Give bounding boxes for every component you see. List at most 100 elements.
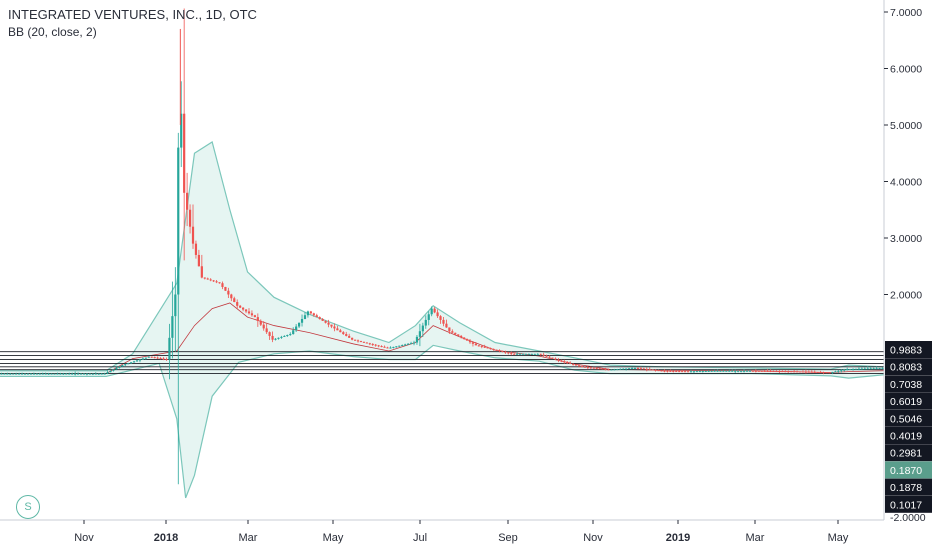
- x-tick-label: Nov: [583, 532, 603, 544]
- candle-body: [810, 371, 813, 373]
- candle-body: [239, 305, 242, 308]
- candle-body: [82, 373, 86, 375]
- candle-body: [309, 311, 312, 314]
- price-label: 0.9883: [890, 345, 922, 357]
- candle-body: [71, 373, 74, 375]
- candle-body: [713, 370, 716, 372]
- candle-body: [781, 371, 784, 373]
- candle-body: [41, 373, 44, 375]
- candle-body: [678, 371, 681, 373]
- candle-body: [430, 308, 433, 315]
- candle-body: [536, 353, 539, 355]
- candle-body: [286, 334, 289, 336]
- candle-body: [256, 317, 259, 321]
- candle-body: [327, 322, 330, 325]
- candle-body: [295, 326, 298, 331]
- candle-body: [79, 373, 83, 375]
- candle-body: [194, 243, 198, 255]
- candle-body: [259, 320, 262, 325]
- candle-body: [398, 345, 401, 347]
- candle-body: [766, 370, 769, 372]
- candle-body: [465, 339, 469, 341]
- candle-body: [15, 373, 18, 375]
- candle-body: [622, 368, 625, 370]
- candle-body: [672, 370, 675, 372]
- candle-body: [451, 331, 454, 333]
- splits-badge[interactable]: S: [16, 495, 40, 519]
- chart-header: INTEGRATED VENTURES, INC., 1D, OTC BB (2…: [8, 6, 257, 40]
- candle-body: [704, 370, 707, 372]
- candle-body: [731, 370, 734, 372]
- candle-body: [144, 357, 147, 359]
- candle-body: [769, 371, 772, 373]
- candle-body: [563, 361, 566, 363]
- price-label-box: [885, 341, 932, 358]
- candle-body: [53, 373, 56, 375]
- candle-body: [554, 358, 557, 360]
- candle-body: [97, 373, 100, 375]
- candle-body: [174, 294, 177, 317]
- candle-body: [822, 372, 825, 374]
- candle-body: [203, 277, 206, 279]
- candle-body: [701, 371, 704, 373]
- candle-body: [371, 343, 374, 345]
- candle-body: [681, 371, 684, 373]
- candle-body: [250, 313, 254, 316]
- candle-body: [303, 315, 307, 319]
- candle-body: [180, 113, 183, 148]
- candle-body: [418, 331, 421, 337]
- candle-body: [551, 357, 554, 359]
- candle-body: [212, 280, 215, 282]
- candle-body: [763, 370, 766, 372]
- candle-body: [112, 369, 115, 371]
- candle-body: [424, 319, 427, 326]
- candle-body: [881, 367, 884, 369]
- candle-body: [483, 346, 486, 348]
- candle-body: [156, 357, 159, 359]
- candle-body: [669, 370, 672, 372]
- candle-body: [684, 371, 687, 373]
- candle-body: [353, 339, 357, 341]
- candle-body: [306, 311, 310, 316]
- candle-body: [454, 332, 457, 335]
- candle-body: [12, 373, 15, 375]
- candle-body: [557, 359, 560, 361]
- candle-body: [518, 353, 522, 355]
- candle-body: [351, 337, 354, 340]
- candle-body: [165, 359, 168, 361]
- candle-body: [359, 341, 363, 343]
- candle-body: [168, 337, 171, 360]
- candle-body: [695, 371, 698, 373]
- candle-body: [754, 370, 757, 372]
- candle-body: [365, 342, 368, 344]
- candle-body: [336, 328, 339, 331]
- indicator-label[interactable]: BB (20, close, 2): [8, 25, 97, 39]
- candle-body: [569, 363, 572, 365]
- candle-body: [377, 345, 380, 347]
- x-tick-label: 2018: [154, 532, 178, 544]
- candle-body: [404, 344, 407, 346]
- candle-body: [392, 346, 395, 348]
- candle-body: [197, 254, 200, 267]
- candle-body: [630, 368, 634, 370]
- candle-body: [651, 369, 654, 371]
- y-tick-label: 6.0000: [890, 64, 922, 76]
- price-label: 0.1878: [890, 482, 922, 494]
- candle-body: [162, 358, 165, 360]
- candle-body: [362, 341, 366, 343]
- candle-body: [846, 369, 849, 371]
- candle-body: [421, 325, 424, 332]
- candle-body: [56, 373, 59, 375]
- price-label: 0.4019: [890, 431, 922, 443]
- candle-body: [171, 316, 174, 338]
- candle-body: [513, 353, 516, 355]
- candle-body: [734, 370, 737, 372]
- candle-body: [215, 281, 218, 283]
- x-tick-label: Mar: [239, 532, 258, 544]
- price-label: 0.5046: [890, 413, 922, 425]
- candle-body: [415, 336, 419, 343]
- candle-body: [604, 369, 607, 371]
- candle-body: [628, 368, 631, 370]
